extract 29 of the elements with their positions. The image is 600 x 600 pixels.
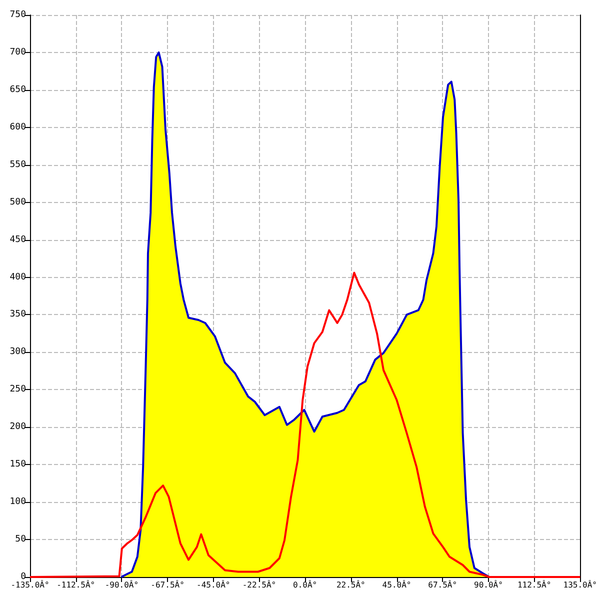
y-tick-label: 250 bbox=[10, 384, 26, 395]
y-tick-label: 550 bbox=[10, 160, 26, 170]
y-tick-label: 700 bbox=[10, 47, 26, 58]
x-tick-label: 67.5Â° bbox=[428, 580, 458, 590]
y-tick-label: 350 bbox=[10, 310, 26, 320]
y-tick-label: 150 bbox=[10, 460, 26, 470]
x-tick-label: 45.0Â° bbox=[382, 580, 412, 590]
y-tick-label: 50 bbox=[15, 534, 26, 545]
y-tick-label: 0 bbox=[20, 572, 26, 582]
x-tick-label: 0.0Â° bbox=[293, 580, 318, 590]
x-tick-label: -90.0Â° bbox=[104, 580, 139, 590]
x-tick-label: -67.5Â° bbox=[150, 580, 184, 590]
x-tick-label: -112.5Â° bbox=[56, 580, 96, 590]
x-tick-label: 112.5Â° bbox=[517, 580, 552, 590]
y-tick-label: 500 bbox=[10, 197, 26, 208]
y-tick-label: 450 bbox=[10, 234, 26, 245]
y-tick-label: 300 bbox=[10, 347, 26, 358]
x-tick-label: -45.0Â° bbox=[196, 580, 230, 590]
y-tick-label: 100 bbox=[10, 497, 26, 508]
y-tick-label: 650 bbox=[10, 84, 26, 95]
x-tick-label: -22.5Â° bbox=[242, 580, 276, 590]
x-tick-label: 22.5Â° bbox=[336, 580, 366, 590]
y-tick-label: 600 bbox=[10, 122, 26, 132]
x-tick-label: 135.0Â° bbox=[563, 580, 597, 590]
y-tick-label: 750 bbox=[10, 10, 26, 20]
y-tick-label: 200 bbox=[10, 422, 26, 432]
x-tick-label: 90.0Â° bbox=[474, 580, 503, 590]
x-tick-label: -135.0Â° bbox=[10, 580, 50, 590]
y-tick-label: 400 bbox=[10, 272, 26, 282]
